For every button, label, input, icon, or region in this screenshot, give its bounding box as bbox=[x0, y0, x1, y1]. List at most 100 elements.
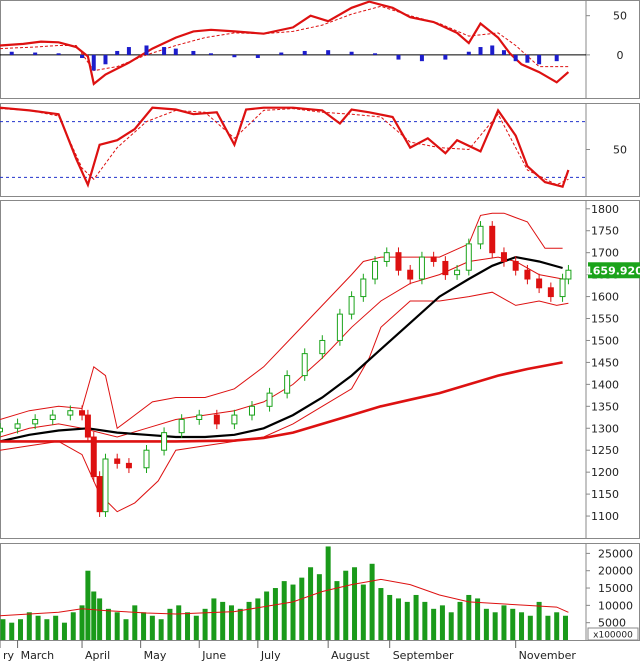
volume-bar bbox=[272, 588, 278, 640]
x-axis-label: September bbox=[393, 649, 454, 662]
macd-histogram-bar bbox=[349, 51, 354, 55]
macd-histogram-bar bbox=[396, 54, 401, 60]
candle-body bbox=[372, 260, 379, 280]
macd-histogram-bar bbox=[173, 48, 178, 55]
candle-body bbox=[524, 269, 531, 280]
candle-body bbox=[536, 278, 543, 289]
candle-body bbox=[248, 405, 255, 416]
volume-bar bbox=[466, 594, 472, 640]
stochastic-d-line bbox=[0, 108, 569, 186]
volume-bar bbox=[70, 612, 76, 640]
price-tick-label: 1150 bbox=[591, 488, 619, 501]
candle-body bbox=[336, 313, 343, 341]
candle-body bbox=[465, 243, 472, 271]
price-bollinger-upper-line bbox=[0, 212, 563, 430]
candle-body bbox=[14, 423, 21, 429]
price-tick-label: 1400 bbox=[591, 378, 619, 391]
macd-histogram-bar bbox=[478, 47, 483, 55]
macd-histogram-bar bbox=[501, 50, 506, 55]
volume-bar bbox=[35, 615, 41, 640]
price-tick-label: 1800 bbox=[591, 203, 619, 216]
volume-bar bbox=[413, 594, 419, 640]
volume-bar bbox=[369, 563, 375, 640]
candle-body bbox=[114, 458, 121, 464]
candle-body bbox=[418, 256, 425, 280]
volume-tick-label: 5000 bbox=[598, 617, 626, 630]
volume-bar bbox=[18, 619, 24, 640]
volume-bar bbox=[501, 605, 507, 640]
volume-bar bbox=[448, 612, 454, 640]
x-axis-label: March bbox=[21, 649, 55, 662]
volume-bar bbox=[61, 622, 67, 640]
volume-bar bbox=[264, 591, 270, 640]
candle-body bbox=[284, 375, 291, 394]
candle-body bbox=[301, 353, 308, 377]
volume-bar bbox=[545, 615, 551, 640]
candle-body bbox=[32, 418, 39, 425]
macd-histogram-bar bbox=[443, 54, 448, 60]
volume-bar bbox=[387, 594, 393, 640]
candle-body bbox=[383, 252, 390, 262]
last-price-label: 1659.920 bbox=[585, 264, 640, 277]
candle-body bbox=[49, 414, 56, 420]
macd-panel-frame bbox=[0, 0, 640, 99]
price-tick-label: 1450 bbox=[591, 356, 619, 369]
candle-body bbox=[319, 339, 326, 355]
volume-bar bbox=[316, 574, 322, 640]
volume-bar bbox=[85, 570, 91, 640]
macd-histogram-bar bbox=[103, 54, 108, 65]
macd-histogram-bar bbox=[255, 54, 260, 59]
volume-bar bbox=[554, 612, 560, 640]
macd-histogram-bar bbox=[144, 45, 149, 55]
price-bollinger-lower-line bbox=[0, 291, 569, 513]
candle-body bbox=[565, 269, 572, 280]
volume-bar bbox=[475, 598, 481, 640]
candle-body bbox=[102, 458, 109, 513]
macd-histogram-bar bbox=[490, 45, 495, 55]
volume-bar bbox=[149, 615, 155, 640]
volume-bar bbox=[97, 598, 103, 640]
volume-bar bbox=[228, 605, 234, 640]
candle-body bbox=[178, 418, 185, 434]
macd-histogram-bar bbox=[115, 50, 120, 55]
price-tick-label: 1250 bbox=[591, 444, 619, 457]
price-tick-label: 1350 bbox=[591, 400, 619, 413]
price-tick-label: 1750 bbox=[591, 225, 619, 238]
candle-body bbox=[454, 269, 461, 276]
candle-body bbox=[231, 414, 238, 425]
stochastic-tick-label: 50 bbox=[613, 144, 627, 157]
volume-bar bbox=[343, 570, 349, 640]
volume-bar bbox=[176, 605, 182, 640]
volume-unit-label: x100000 bbox=[593, 631, 633, 641]
last-price-badge bbox=[588, 262, 640, 279]
volume-bar bbox=[519, 612, 525, 640]
volume-bar bbox=[536, 601, 542, 640]
volume-bar bbox=[91, 591, 97, 640]
macd-histogram-bar bbox=[9, 51, 14, 55]
candle-body bbox=[477, 225, 484, 245]
price-tick-label: 1700 bbox=[591, 247, 619, 260]
macd-histogram-bar bbox=[80, 54, 85, 59]
price-tick-label: 1600 bbox=[591, 291, 619, 304]
volume-bar bbox=[193, 615, 199, 640]
volume-bar bbox=[290, 584, 296, 640]
candle-body bbox=[143, 449, 150, 469]
volume-bar bbox=[378, 588, 384, 640]
price-tick-label: 1500 bbox=[591, 334, 619, 347]
volume-bar bbox=[105, 608, 111, 640]
volume-bar bbox=[527, 615, 533, 640]
candle-body bbox=[442, 260, 449, 276]
volume-bar bbox=[44, 619, 50, 640]
volume-bar bbox=[158, 619, 164, 640]
macd-histogram-bar bbox=[91, 54, 96, 71]
candle-body bbox=[84, 414, 91, 438]
macd-histogram-bar bbox=[191, 50, 196, 55]
x-axis-label: June bbox=[201, 649, 226, 662]
x-axis-label: August bbox=[331, 649, 370, 662]
price-ma-medium-line bbox=[0, 255, 563, 443]
price-ma-long-line bbox=[0, 361, 563, 443]
price-tick-label: 1100 bbox=[591, 510, 619, 523]
volume-bar bbox=[281, 581, 287, 640]
candle-body bbox=[125, 462, 132, 469]
volume-bar bbox=[141, 612, 147, 640]
